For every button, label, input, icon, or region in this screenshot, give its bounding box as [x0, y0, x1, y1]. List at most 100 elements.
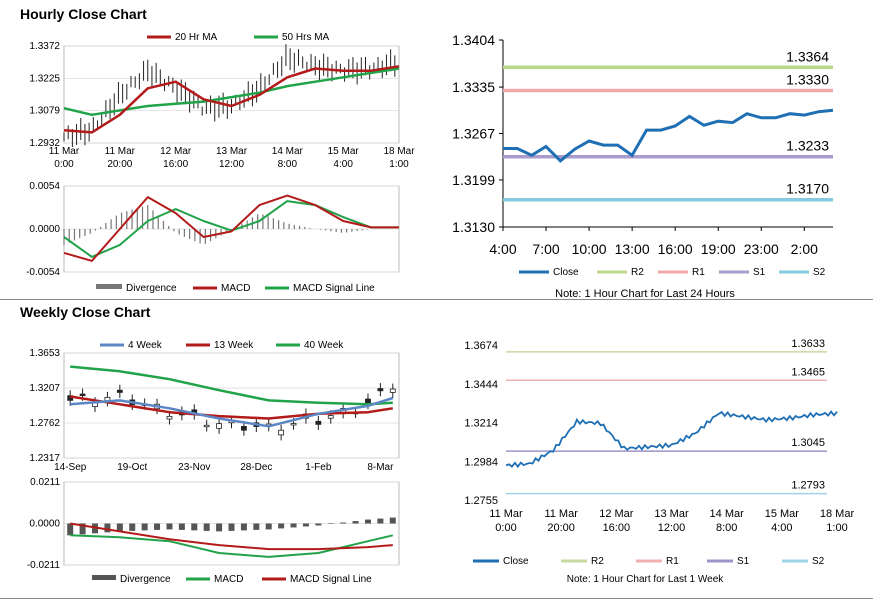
- weekly-levels-ytick: 1.3444: [464, 379, 498, 391]
- weekly-price-xtick: 1-Feb: [305, 462, 332, 473]
- hourly-levels-legend-close: Close: [553, 267, 579, 278]
- weekly-divergence-bar: [154, 523, 161, 530]
- hourly-price-xtick-time: 12:00: [219, 159, 244, 170]
- weekly-candle-body: [166, 415, 173, 420]
- weekly-legend-macd: MACD: [214, 574, 243, 585]
- weekly-macd-ytick: 0.0000: [29, 519, 60, 530]
- hourly-close-line: [503, 108, 834, 163]
- hourly-50hr-ma-line: [63, 67, 400, 117]
- weekly-levels-xtick-date: 14 Mar: [710, 508, 745, 520]
- hourly-legend-50hr-ma: 50 Hrs MA: [282, 32, 330, 43]
- hourly-price-xtick-date: 13 Mar: [216, 146, 248, 157]
- hourly-levels-xtick: 10:00: [572, 241, 607, 257]
- hourly-levels-xtick: 16:00: [658, 241, 693, 257]
- weekly-legend-4wk: 4 Week: [128, 340, 163, 351]
- hourly-levels-xtick: 2:00: [791, 241, 818, 257]
- weekly-levels-legend-r2: R2: [591, 556, 604, 567]
- weekly-divergence-bar: [340, 522, 347, 524]
- weekly-levels-xtick-date: 13 Mar: [654, 508, 689, 520]
- weekly-levels-legend-s2: S2: [812, 556, 825, 567]
- hourly-levels-xtick: 19:00: [701, 241, 736, 257]
- weekly-divergence-bar: [364, 519, 371, 524]
- weekly-levels-xtick-date: 15 Mar: [765, 508, 800, 520]
- hourly-price-ytick: 1.2932: [29, 138, 60, 149]
- weekly-price-xtick: 19-Oct: [117, 462, 147, 473]
- weekly-levels-legend-s1: S1: [737, 556, 750, 567]
- weekly-divergence-bar: [265, 523, 272, 530]
- hourly-price-xtick-date: 14 Mar: [272, 146, 304, 157]
- weekly-divergence-bar: [116, 523, 123, 532]
- weekly-legend-40wk: 40 Week: [304, 340, 344, 351]
- hourly-price-ytick: 1.3079: [29, 106, 60, 117]
- weekly-divergence-bar: [389, 517, 396, 524]
- hourly-level-label-s2: 1.3170: [786, 181, 829, 197]
- weekly-level-label-r1: 1.3465: [791, 366, 825, 378]
- weekly-levels-xtick-time: 20:00: [547, 522, 575, 534]
- hourly-legend-macd: MACD: [221, 283, 250, 294]
- weekly-levels-xtick-date: 18 Mar: [820, 508, 855, 520]
- hourly-levels-note: Note: 1 Hour Chart for Last 24 Hours: [555, 288, 735, 300]
- hourly-levels-legend-r1: R1: [692, 267, 705, 278]
- weekly-levels-ytick: 1.2755: [464, 495, 498, 507]
- hourly-legend-20hr-ma: 20 Hr MA: [175, 32, 218, 43]
- hourly-macd-ytick: -0.0054: [26, 267, 60, 278]
- weekly-divergence-bar: [315, 523, 322, 526]
- weekly-candle-body: [216, 423, 222, 429]
- weekly-divergence-bar: [129, 523, 136, 531]
- weekly-divergence-bar: [178, 523, 185, 530]
- hourly-levels-legend-r2: R2: [631, 267, 644, 278]
- weekly-divergence-bar: [278, 523, 285, 529]
- weekly-macd-line: [70, 534, 394, 558]
- hourly-levels-xtick: 23:00: [744, 241, 779, 257]
- weekly-divergence-bar: [141, 523, 148, 531]
- hourly-legend-macd-signal: MACD Signal Line: [293, 283, 375, 294]
- weekly-levels-xtick-date: 11 Mar: [544, 508, 578, 520]
- weekly-candle-body: [241, 426, 247, 431]
- hourly-levels-xtick: 7:00: [532, 241, 559, 257]
- weekly-level-label-s2: 1.2793: [791, 480, 825, 492]
- weekly-divergence-bar: [302, 523, 309, 527]
- weekly-candle-body: [278, 429, 285, 436]
- weekly-candle-body: [327, 415, 334, 419]
- hourly-price-xtick-time: 4:00: [333, 159, 353, 170]
- weekly-close-line: [505, 410, 838, 469]
- weekly-levels-ytick: 1.2984: [464, 456, 498, 468]
- weekly-macd-signal-line: [70, 522, 393, 551]
- weekly-candle-body: [315, 420, 322, 425]
- hourly-levels-xtick: 4:00: [489, 241, 516, 257]
- weekly-levels-xtick-time: 12:00: [658, 522, 686, 534]
- hourly-levels-ytick: 1.3267: [452, 126, 495, 142]
- hourly-price-xtick-date: 12 Mar: [160, 146, 192, 157]
- hourly-levels-ytick: 1.3130: [452, 219, 495, 235]
- hourly-price-xtick-date: 15 Mar: [328, 146, 360, 157]
- hourly-levels-legend-s2: S2: [813, 267, 826, 278]
- hourly-level-label-r1: 1.3330: [786, 72, 829, 88]
- weekly-price-xtick: 8-Mar: [367, 462, 394, 473]
- weekly-levels-xtick-time: 1:00: [826, 522, 847, 534]
- weekly-divergence-bar: [166, 523, 173, 530]
- weekly-divergence-bar: [203, 523, 210, 531]
- hourly-levels-ytick: 1.3199: [452, 172, 495, 188]
- weekly-4wk-ma-line: [70, 396, 394, 428]
- weekly-legend-13wk: 13 Week: [214, 340, 254, 351]
- weekly-levels-xtick-date: 12 Mar: [599, 508, 634, 520]
- weekly-levels-xtick-time: 16:00: [603, 522, 631, 534]
- weekly-levels-legend-r1: R1: [666, 556, 679, 567]
- weekly-price-xtick: 28-Dec: [240, 462, 272, 473]
- weekly-levels-ytick: 1.3214: [464, 418, 498, 430]
- bottom-divider: [0, 598, 873, 599]
- weekly-price-ytick: 1.3653: [29, 348, 60, 359]
- hourly-macd-ytick: 0.0000: [29, 224, 60, 235]
- hourly-price-xtick-time: 8:00: [278, 159, 298, 170]
- weekly-legend-macd-signal: MACD Signal Line: [290, 574, 372, 585]
- weekly-candle-body: [389, 388, 396, 393]
- weekly-levels-xtick-time: 4:00: [771, 522, 792, 534]
- weekly-levels-legend-close: Close: [503, 556, 529, 567]
- hourly-macd-ytick: 0.0054: [29, 181, 60, 192]
- weekly-divergence-bar: [191, 523, 198, 531]
- hourly-price-ytick: 1.3372: [29, 41, 60, 52]
- weekly-divergence-bar: [216, 523, 223, 532]
- weekly-macd-ytick: -0.0211: [27, 560, 61, 571]
- weekly-price-ytick: 1.3207: [29, 383, 60, 394]
- weekly-13wk-ma-line: [70, 395, 393, 420]
